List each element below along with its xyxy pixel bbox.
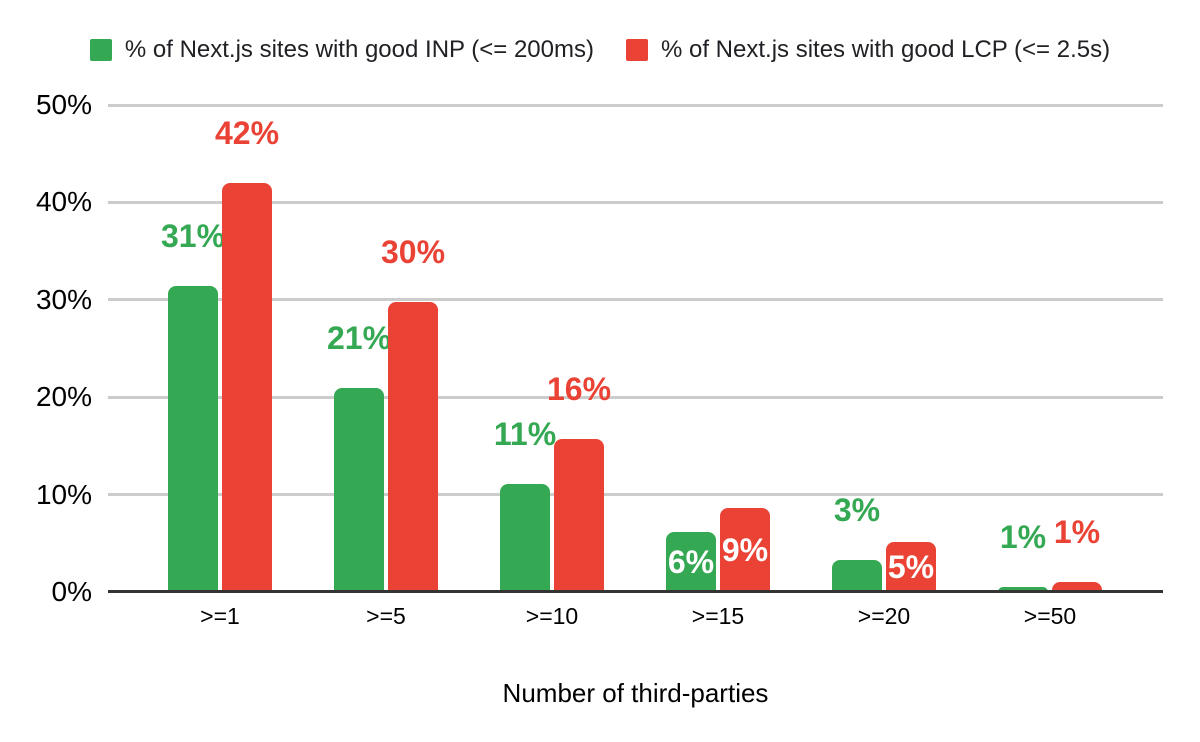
legend-label-inp: % of Next.js sites with good INP (<= 200… — [124, 36, 594, 63]
gridline-10% — [108, 493, 1163, 497]
category-band->=5: 21% 30% — [303, 105, 469, 592]
x-tick-label->=50: >=50 — [1023, 603, 1077, 629]
y-tick-label: 10% — [35, 478, 92, 510]
chart-legend: % of Next.js sites with good INP (<= 200… — [0, 36, 1200, 64]
data-label-lcp->=15: 9% — [721, 532, 769, 569]
x-tick-label->=20: >=20 — [857, 603, 911, 629]
x-tick-label->=1: >=1 — [200, 603, 240, 629]
data-label-lcp->=10: 16% — [546, 371, 612, 408]
legend-label-lcp: % of Next.js sites with good LCP (<= 2.5… — [660, 36, 1111, 63]
lcp-series-swatch-icon — [625, 39, 648, 61]
legend-item-lcp: % of Next.js sites with good LCP (<= 2.5… — [625, 36, 1111, 64]
bar-inp->=1: 31% — [161, 220, 225, 592]
category-band->=15: 6% 9% — [635, 105, 801, 592]
bar-lcp->=50: 1% — [1052, 516, 1102, 592]
x-axis-baseline — [108, 590, 1163, 593]
x-tick-label->=15: >=15 — [691, 603, 745, 629]
x-tick-label->=10: >=10 — [525, 603, 579, 629]
y-tick-label: 0% — [51, 576, 92, 607]
data-label-inp->=5: 21% — [326, 319, 392, 356]
data-label-inp->=50: 1% — [999, 519, 1047, 556]
inp-series-swatch-icon — [89, 39, 112, 61]
bar-lcp->=1: 42% — [215, 117, 279, 592]
data-label-lcp->=1: 42% — [214, 114, 280, 151]
data-label-inp->=15: 6% — [667, 543, 715, 580]
data-label-inp->=20: 3% — [833, 491, 881, 528]
y-axis-labels: 0% 10% 20% 30% 40% 50% — [0, 90, 92, 607]
bar-lcp->=5: 30% — [381, 236, 445, 592]
category-band->=20: 3% 5% — [801, 105, 967, 592]
data-label-inp->=1: 31% — [160, 218, 226, 255]
bar-inp->=5: 21% — [327, 322, 391, 592]
gridline-40% — [108, 200, 1163, 204]
bar-lcp->=20: 5% — [886, 542, 936, 592]
gridline-30% — [108, 298, 1163, 302]
x-axis-title: Number of third-parties — [502, 678, 769, 708]
legend-item-inp: % of Next.js sites with good INP (<= 200… — [89, 36, 594, 64]
x-tick-label->=5: >=5 — [366, 603, 406, 629]
gridline-50% — [108, 103, 1163, 107]
gridline-20% — [108, 395, 1163, 399]
x-axis-labels: >=1 >=5 >=10 >=15 >=20 >=50 — [137, 601, 1133, 631]
category-band->=10: 11% 16% — [469, 105, 635, 592]
data-label-lcp->=20: 5% — [887, 549, 935, 586]
bar-inp->=10: 11% — [494, 418, 556, 592]
y-tick-label: 20% — [35, 381, 92, 413]
bar-inp->=50: 1% — [998, 521, 1048, 592]
bar-inp->=20: 3% — [832, 494, 882, 592]
category-band->=50: 1% 1% — [967, 105, 1133, 592]
y-tick-label: 40% — [35, 186, 92, 218]
category-band->=1: 31% 42% — [137, 105, 303, 592]
data-label-lcp->=5: 30% — [380, 233, 446, 270]
y-tick-label: 30% — [35, 283, 92, 315]
y-tick-label: 50% — [35, 89, 92, 120]
plot-area — [108, 103, 1163, 593]
bar-lcp->=15: 9% — [720, 508, 770, 592]
data-label-inp->=10: 11% — [493, 415, 557, 452]
bar-inp->=15: 6% — [666, 531, 716, 592]
bar-groups: 31% 42% 21% 30% 11% 16% 6% 9% 3% 5% 1% 1% — [137, 105, 1133, 592]
bar-lcp->=10: 16% — [547, 373, 611, 592]
data-label-lcp->=50: 1% — [1053, 514, 1101, 551]
